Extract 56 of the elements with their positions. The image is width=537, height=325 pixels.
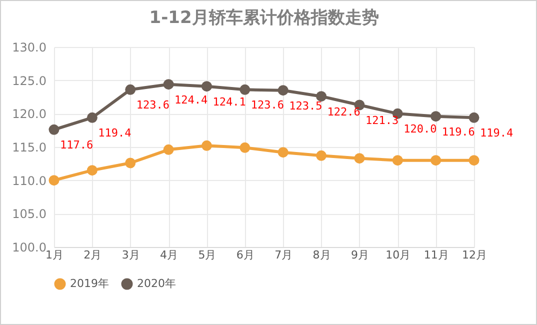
- data-label: 119.4: [98, 126, 132, 140]
- legend-label: 2020年: [137, 277, 176, 290]
- legend-label: 2019年: [70, 277, 109, 290]
- x-tick-label: 7月: [274, 248, 293, 262]
- point: [201, 140, 212, 151]
- chart-title: 1-12月轿车累计价格指数走势: [149, 8, 379, 28]
- point: [430, 111, 442, 122]
- point: [468, 112, 480, 123]
- y-tick-label: 110.0: [12, 174, 46, 188]
- point: [316, 150, 327, 161]
- point: [354, 153, 365, 164]
- point: [125, 84, 136, 95]
- x-tick-label: 4月: [160, 248, 178, 262]
- point: [163, 144, 174, 155]
- data-label: 124.4: [174, 93, 208, 106]
- data-label: 123.5: [289, 99, 322, 112]
- x-tick-label: 10月: [386, 248, 411, 262]
- y-tick-label: 125.0: [12, 74, 46, 88]
- x-tick-label: 9月: [350, 248, 369, 262]
- point: [201, 81, 212, 92]
- x-tick-label: 8月: [312, 248, 331, 262]
- y-tick-label: 100.0: [12, 240, 46, 254]
- x-tick-label: 5月: [198, 248, 216, 262]
- data-label: 123.6: [136, 98, 170, 112]
- x-tick-label: 3月: [122, 248, 140, 262]
- point: [86, 165, 98, 176]
- data-label: 117.6: [60, 138, 94, 152]
- y-tick-label: 120.0: [12, 107, 46, 122]
- data-label: 120.0: [404, 122, 437, 136]
- x-tick-label: 12月: [462, 248, 487, 262]
- point: [48, 175, 60, 186]
- point: [240, 142, 250, 153]
- point: [163, 79, 174, 90]
- point: [125, 158, 136, 168]
- data-label: 124.1: [212, 95, 246, 108]
- point: [278, 85, 288, 96]
- x-tick-label: 6月: [236, 248, 254, 262]
- point: [48, 124, 60, 135]
- x-tick-label: 1月: [46, 248, 64, 262]
- point: [278, 147, 288, 158]
- data-label: 122.6: [327, 105, 360, 118]
- point: [86, 112, 98, 123]
- x-tick-label: 11月: [424, 248, 449, 262]
- data-label: 123.6: [250, 98, 284, 112]
- point: [240, 84, 250, 95]
- point: [316, 91, 327, 102]
- data-label: 119.6: [442, 125, 475, 138]
- y-tick-label: 115.0: [12, 140, 46, 154]
- point: [468, 155, 480, 166]
- data-label: 119.4: [480, 126, 514, 140]
- y-tick-label: 105.0: [12, 207, 46, 222]
- data-label: 121.3: [365, 114, 399, 127]
- point: [430, 155, 442, 166]
- y-tick-label: 130.0: [12, 40, 46, 54]
- point: [392, 155, 403, 166]
- x-tick-label: 2月: [84, 248, 102, 262]
